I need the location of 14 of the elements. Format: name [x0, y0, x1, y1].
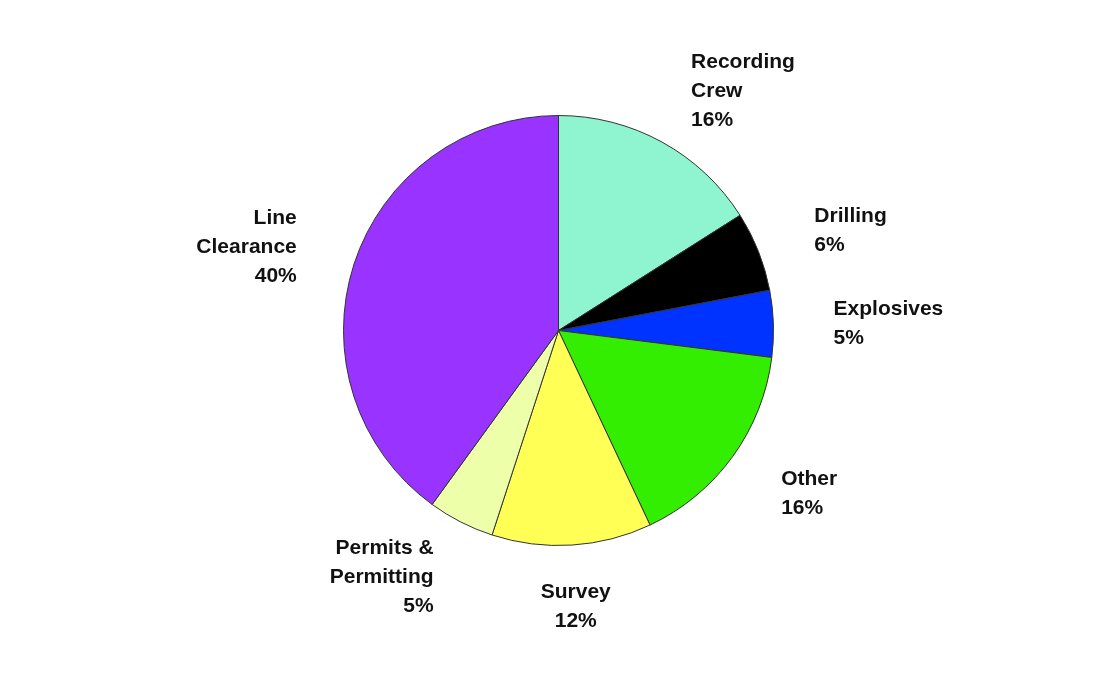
data-label: 40%: [254, 262, 298, 286]
slice-label: Drilling: [814, 203, 887, 227]
slice-label: Other: [781, 466, 838, 490]
data-label: 5%: [403, 592, 434, 616]
slice-label: Line Clearance: [196, 205, 297, 257]
slice-label: Permits & Permitting: [329, 535, 434, 588]
slice-label: Survey: [540, 579, 612, 603]
data-label: 5%: [833, 324, 865, 348]
data-label: 12%: [554, 608, 598, 632]
data-label: 16%: [691, 106, 734, 130]
data-label: 16%: [781, 495, 824, 519]
data-label: 6%: [814, 232, 846, 256]
slice-label: Explosives: [833, 295, 944, 319]
slice-label: Recording Crew: [691, 49, 795, 101]
